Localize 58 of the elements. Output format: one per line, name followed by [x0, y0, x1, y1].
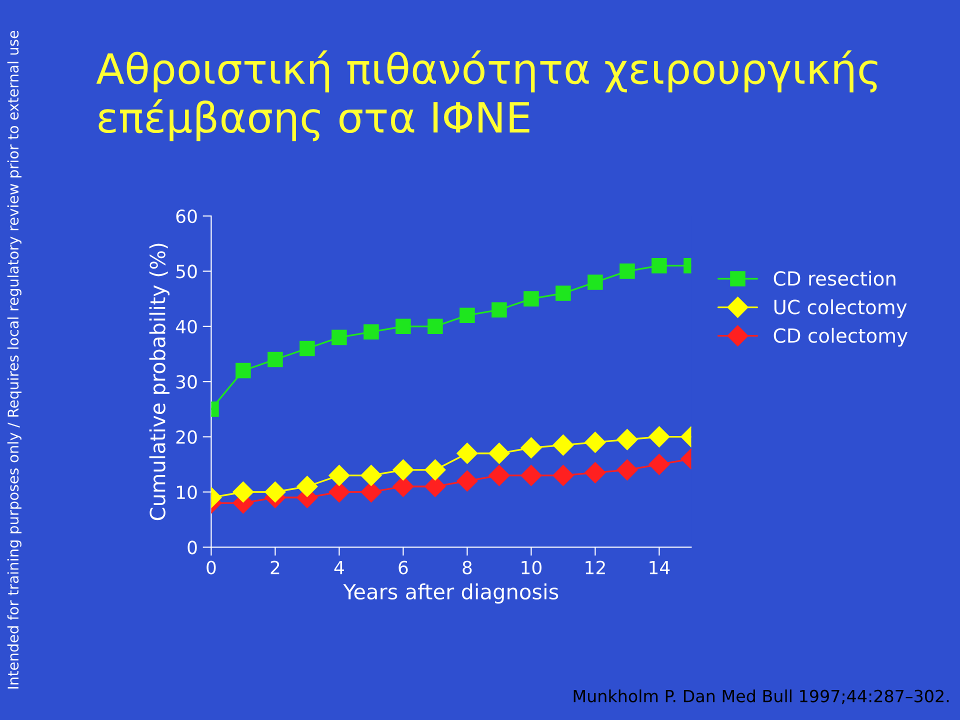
point: [488, 464, 510, 486]
point: [652, 258, 667, 274]
point: [488, 442, 510, 464]
y-tick-label: 30: [176, 375, 197, 389]
point: [360, 464, 382, 486]
x-tick-label: 2: [270, 560, 280, 574]
point: [392, 459, 414, 480]
y-tick-label: 20: [176, 430, 197, 444]
y-tick-label: 50: [176, 264, 197, 278]
point: [648, 454, 670, 475]
point: [428, 318, 443, 334]
point: [332, 330, 347, 346]
point: [520, 437, 542, 458]
point: [460, 308, 475, 323]
point: [364, 324, 379, 340]
x-tick-label: 4: [334, 560, 344, 574]
chart-title: Αθροιστική πιθανότητα χειρουργικής επέμβασης στα ΙΦΝΕ: [96, 50, 878, 142]
point: [588, 274, 603, 290]
text: Munkholm P. Dan Med Bull 1997;44:287–302.: [574, 689, 949, 704]
x-tick-label: 8: [462, 560, 472, 574]
y-tick-label: 0: [188, 540, 197, 554]
point: [552, 464, 574, 486]
x-tick-label: 12: [586, 560, 605, 574]
legend-label: UC colectomy: [774, 299, 907, 318]
point: [328, 464, 350, 486]
point: [556, 286, 571, 301]
y-tick-label: 10: [177, 485, 197, 500]
point: [456, 442, 478, 464]
point: [616, 429, 638, 450]
point: [520, 464, 542, 486]
point: [492, 302, 507, 318]
point: [620, 264, 635, 279]
y-tick-label: 60: [176, 209, 197, 224]
x-tick-label: 14: [650, 560, 670, 574]
point: [268, 352, 283, 368]
point: [300, 340, 315, 356]
point: [524, 291, 539, 306]
point: [396, 318, 411, 334]
point: [264, 481, 286, 503]
legend-label: CD colectomy: [774, 328, 908, 347]
x-tick-label: 0: [206, 560, 216, 574]
point: [236, 362, 251, 378]
y-tick-label: 40: [176, 320, 197, 334]
x-tick-label: 10: [522, 560, 542, 574]
point: [552, 434, 574, 456]
legend-label: CD resection: [774, 270, 896, 286]
point: [424, 459, 446, 480]
point: [584, 462, 606, 484]
point: [616, 459, 638, 480]
y-axis-title: Cumulative probability (%): [149, 244, 170, 520]
point: [584, 432, 606, 453]
x-tick-label: 6: [398, 560, 408, 574]
point: [296, 476, 318, 497]
text: Intended for training purposes only / Requires local regulatory review prior to external use: [7, 30, 22, 689]
point: [648, 426, 670, 448]
point: [232, 481, 254, 503]
x-axis-title: Years after diagnosis: [343, 583, 558, 604]
point: [456, 470, 478, 492]
